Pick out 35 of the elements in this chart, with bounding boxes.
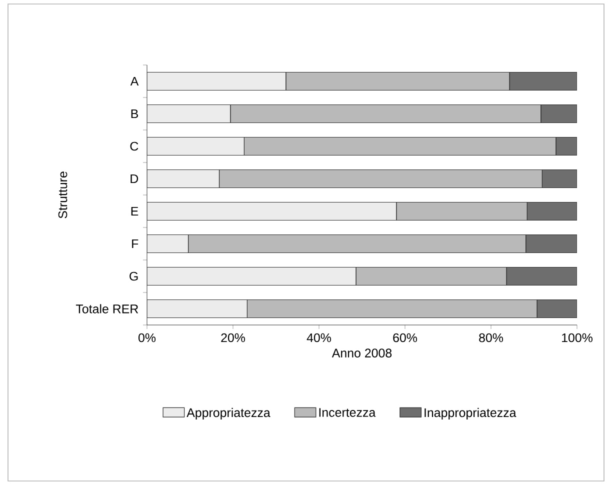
x-tick-label: 60%: [393, 333, 418, 342]
bar: [536, 299, 578, 318]
bar: [147, 104, 231, 124]
y-tick-label: Totale RER: [76, 304, 138, 314]
bar: [526, 234, 578, 254]
bar: [147, 72, 286, 91]
bar: [506, 266, 578, 286]
y-tick-label: C: [130, 142, 138, 151]
y-axis-title: Strutture: [58, 172, 68, 218]
bar: [147, 234, 189, 254]
legend-label: Appropriatezza: [186, 408, 270, 420]
bar: [542, 169, 578, 188]
bar: [147, 202, 397, 221]
legend-label: Inappropriatezza: [424, 408, 516, 420]
bar: [147, 299, 248, 318]
bar: [147, 136, 244, 156]
x-tick-label: 20%: [221, 333, 246, 342]
bar: [540, 104, 578, 124]
y-tick-label: E: [131, 206, 138, 216]
bar: [147, 169, 220, 188]
x-tick-label: 0%: [138, 333, 156, 342]
bar: [556, 136, 578, 156]
x-axis-title: Anno 2008: [332, 348, 392, 358]
y-tick-label: A: [130, 76, 139, 86]
x-tick-label: 80%: [479, 333, 504, 342]
y-tick-label: B: [131, 109, 138, 118]
legend-label: Incertezza: [319, 408, 376, 417]
y-tick-label: G: [130, 272, 138, 281]
bar: [147, 266, 356, 286]
bar: [526, 202, 578, 221]
x-tick-label: 100%: [562, 333, 592, 342]
y-tick-label: F: [132, 239, 138, 248]
bar: [509, 72, 578, 91]
x-tick-label: 40%: [306, 333, 332, 342]
y-tick-label: D: [130, 174, 138, 184]
